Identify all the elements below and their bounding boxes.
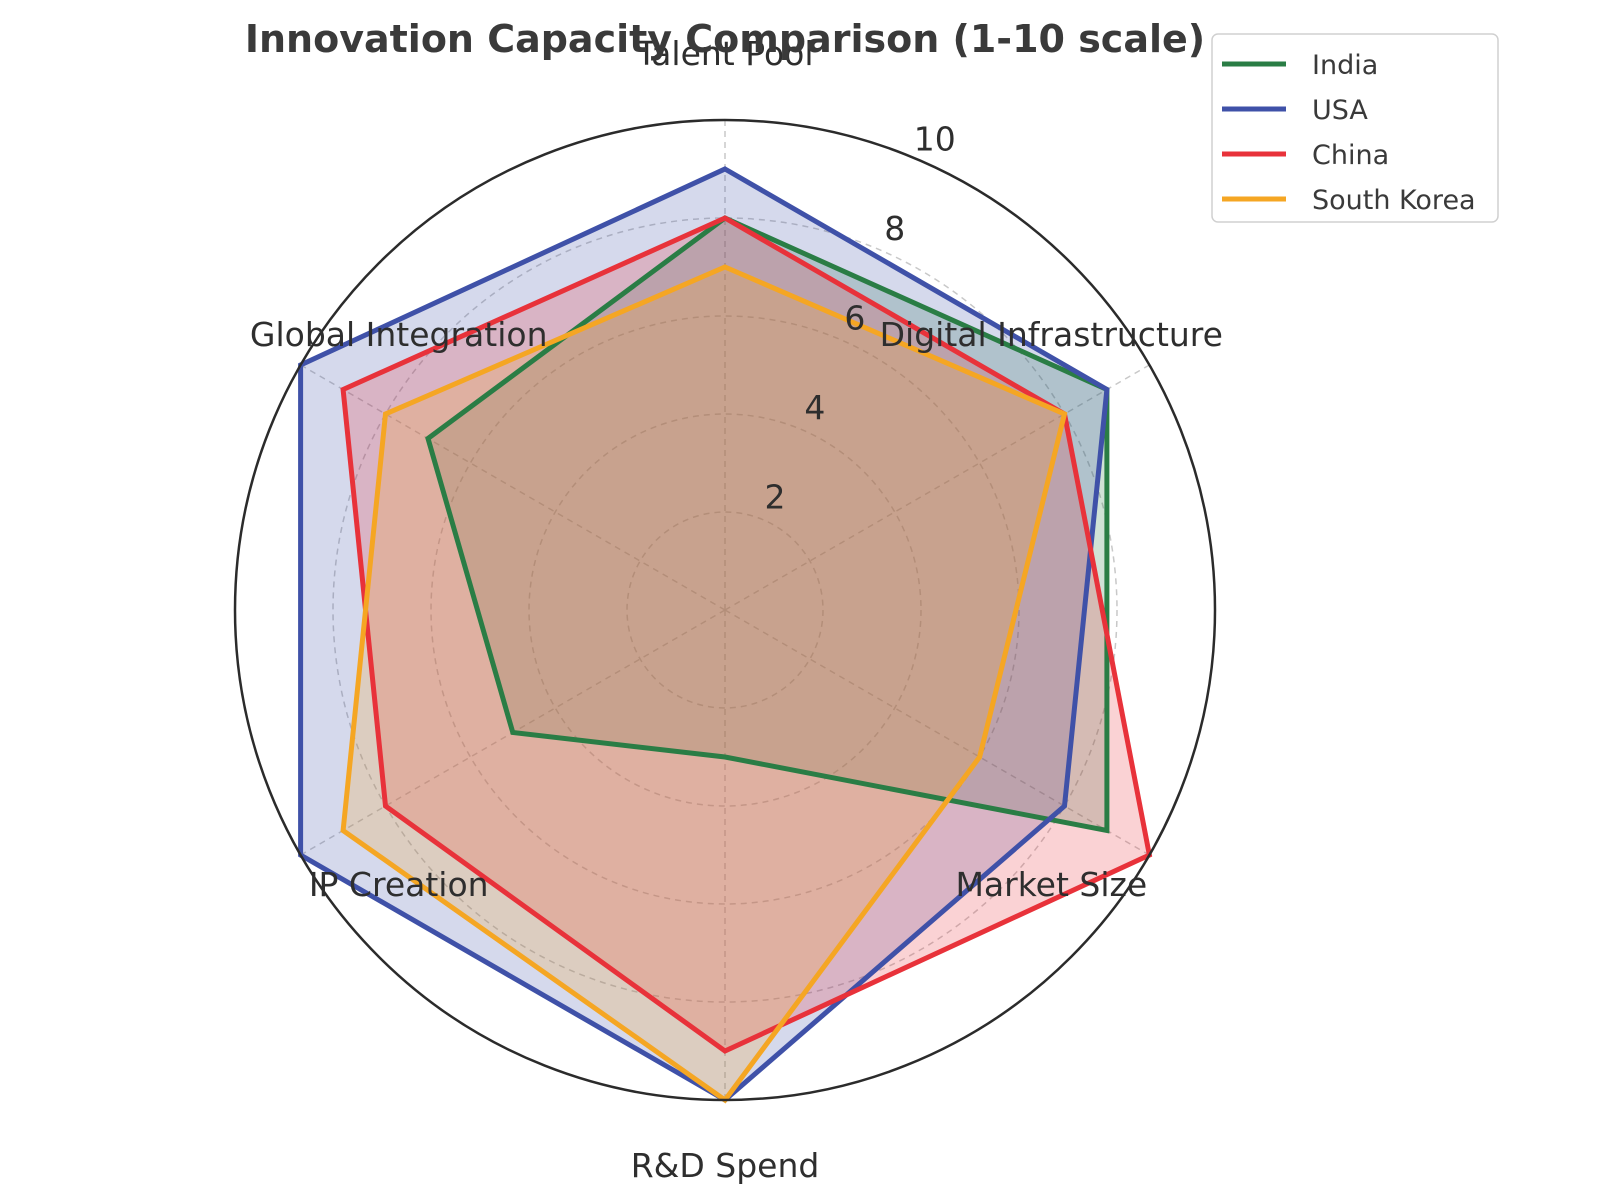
series-fill-usa [300,169,1107,1100]
legend-frame [1211,33,1499,223]
axis-label-global-integration: Global Integration [250,315,548,354]
r-tick-label: 10 [914,120,956,159]
grid-ring-8 [332,217,1118,1003]
outer-ring [233,118,1217,1102]
spoke-market-size [724,609,1150,856]
spoke-digital-infrastructure [724,364,1150,611]
axis-label-ip-creation: IP Creation [309,865,489,904]
legend-label-usa: USA [1312,95,1368,126]
series-layer [298,166,1153,1104]
legend-label-south-korea: South Korea [1312,185,1476,216]
axis-label-talent-pool: Talent Pool [635,34,813,73]
r-tick-label: 2 [765,478,786,517]
axis-label-digital-infrastructure: Digital Infrastructure [880,315,1223,354]
axis-label-r-d-spend: R&D Spend [631,1146,820,1185]
labels-layer: 2 4 6 8 10 Talent Pool Digital Infrastructure M… [250,34,1223,1185]
series-fill-china [343,218,1150,1051]
r-tick-label: 6 [844,299,865,338]
grid-ring-2 [626,511,824,709]
series-fill-south-korea [343,267,1065,1100]
outer-layer [233,118,1217,1102]
r-tick-label: 4 [804,388,825,427]
series-fill-india [428,218,1107,831]
spoke-global-integration [300,364,726,611]
r-tick-label: 8 [884,209,905,248]
grid-ring-6 [430,315,1020,905]
axis-label-market-size: Market Size [955,865,1147,904]
grid-layer [300,120,1150,1100]
grid-ring-4 [528,413,922,807]
legend-label-china: China [1312,140,1389,171]
legend: India USA China South Korea [1211,33,1499,223]
chart-title: Innovation Capacity Comparison (1-10 sca… [245,17,1205,61]
legend-label-india: India [1312,50,1378,81]
